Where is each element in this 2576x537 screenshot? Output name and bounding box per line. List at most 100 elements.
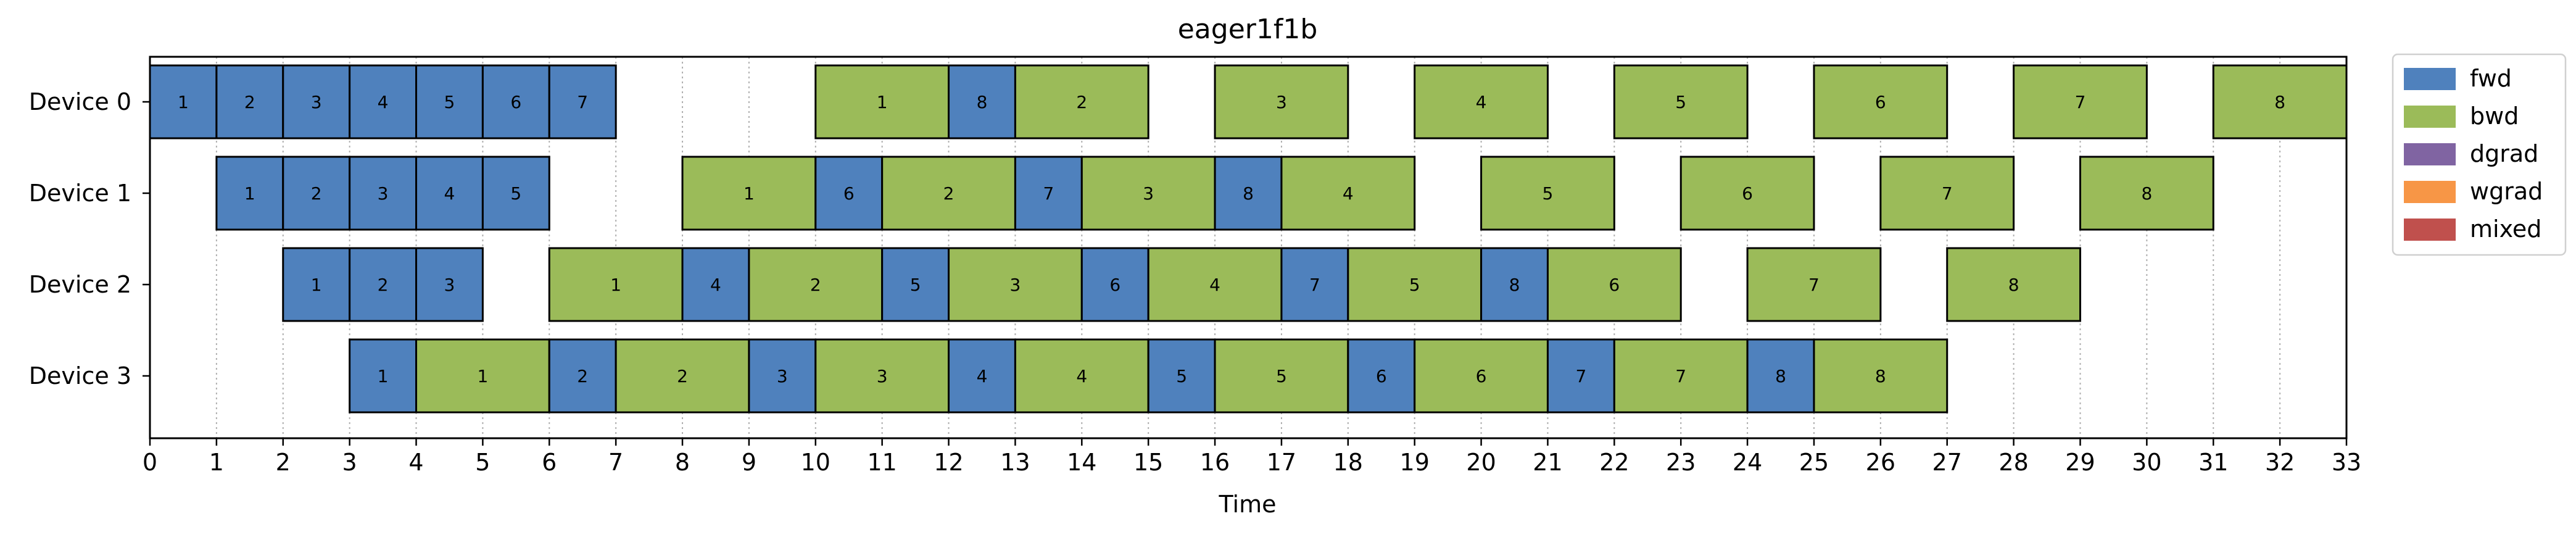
x-tick-label: 11 <box>867 449 897 476</box>
task-bar-bwd <box>548 247 684 322</box>
task-bar-bwd <box>1946 247 2081 322</box>
task-bar-fwd <box>814 156 884 231</box>
task-bar-label: 8 <box>2274 92 2285 112</box>
task-bar-label: 7 <box>1575 366 1586 386</box>
task-bar-label: 7 <box>1043 183 1054 204</box>
task-bar-bwd <box>1746 247 1882 322</box>
task-bar-label: 5 <box>1176 366 1187 386</box>
x-tick-label: 16 <box>1200 449 1230 476</box>
task-bar-label: 2 <box>577 366 588 386</box>
task-bar-bwd <box>1480 156 1615 231</box>
x-tick-label: 21 <box>1533 449 1562 476</box>
task-bar-label: 7 <box>1675 366 1686 386</box>
task-bar-label: 5 <box>510 183 521 204</box>
task-bar-label: 3 <box>1276 92 1287 112</box>
legend: fwd bwd dgrad wgrad mixed <box>2392 53 2567 256</box>
task-bar-fwd <box>1546 338 1615 414</box>
task-bar-fwd <box>748 338 817 414</box>
x-tick-label: 1 <box>209 449 224 476</box>
legend-swatch-mixed <box>2404 219 2456 241</box>
task-bar-bwd <box>2212 64 2348 139</box>
task-bar-label: 3 <box>378 183 389 204</box>
task-bar-bwd <box>748 247 884 322</box>
task-bar-bwd <box>948 247 1083 322</box>
task-bar-label: 2 <box>378 275 389 295</box>
task-bar-label: 6 <box>510 92 521 112</box>
x-tick-label: 5 <box>475 449 490 476</box>
y-tick-label: Device 2 <box>29 271 131 298</box>
task-bar-label: 4 <box>710 275 721 295</box>
x-tick-label: 10 <box>801 449 830 476</box>
task-bar-label: 6 <box>843 183 855 204</box>
task-bar-fwd <box>349 156 418 231</box>
legend-label-wgrad: wgrad <box>2470 178 2543 205</box>
task-bar-bwd <box>1613 338 1749 414</box>
task-bar-fwd <box>349 338 418 414</box>
task-bar-label: 4 <box>444 183 455 204</box>
task-bar-label: 7 <box>1942 183 1953 204</box>
task-bar-bwd <box>1014 64 1149 139</box>
x-tick-label: 24 <box>1733 449 1762 476</box>
x-tick-label: 28 <box>1998 449 2028 476</box>
task-bar-bwd <box>814 64 950 139</box>
y-tick-label: Device 0 <box>29 88 131 115</box>
task-bar-label: 1 <box>743 183 755 204</box>
task-bar-label: 1 <box>244 183 255 204</box>
task-bars: 1 2 3 4 5 6 7 1 8 2 3 4 5 6 7 8 1 2 3 4 5 1 6 2 7 3 8 4 5 6 7 8 1 2 3 1 4 2 5 3… <box>149 64 2348 414</box>
legend-label-mixed: mixed <box>2470 215 2541 243</box>
x-tick-label: 19 <box>1400 449 1430 476</box>
task-bar-fwd <box>1214 156 1283 231</box>
task-bar-label: 4 <box>1476 92 1487 112</box>
x-tick-label: 29 <box>2065 449 2095 476</box>
task-bar-label: 1 <box>311 275 322 295</box>
chart-title: eager1f1b <box>1178 14 1318 45</box>
task-bar-label: 4 <box>1209 275 1220 295</box>
x-axis: 0 1 2 3 4 5 6 7 8 9 10 11 12 13 14 15 16 17 18 19 20 21 22 23 24… <box>143 438 2361 476</box>
legend-label-dgrad: dgrad <box>2470 140 2538 167</box>
x-tick-label: 27 <box>1932 449 1962 476</box>
task-bar-bwd <box>1679 156 1815 231</box>
task-bar-label: 6 <box>1476 366 1487 386</box>
x-tick-label: 17 <box>1267 449 1296 476</box>
legend-swatch-bwd <box>2404 106 2456 128</box>
task-bar-label: 8 <box>2141 183 2152 204</box>
task-bar-label: 8 <box>1875 366 1886 386</box>
task-bar-bwd <box>1613 64 1749 139</box>
task-bar-label: 3 <box>877 366 888 386</box>
task-bar-label: 4 <box>977 366 988 386</box>
task-bar-fwd <box>149 64 218 139</box>
x-tick-label: 6 <box>542 449 557 476</box>
x-tick-label: 0 <box>143 449 157 476</box>
task-bar-label: 7 <box>1309 275 1320 295</box>
task-bar-fwd <box>1080 247 1149 322</box>
task-bar-fwd <box>415 156 484 231</box>
task-bar-label: 2 <box>943 183 955 204</box>
task-bar-label: 4 <box>1343 183 1354 204</box>
task-bar-fwd <box>215 64 284 139</box>
x-tick-label: 25 <box>1799 449 1829 476</box>
legend-box <box>2392 53 2567 256</box>
y-tick-label: Device 1 <box>29 180 131 207</box>
y-tick-label: Device 3 <box>29 362 131 389</box>
task-bar-label: 6 <box>1609 275 1620 295</box>
task-bar-label: 2 <box>1076 92 1087 112</box>
task-bar-fwd <box>349 247 418 322</box>
legend-label-bwd: bwd <box>2470 102 2519 130</box>
task-bar-label: 2 <box>311 183 322 204</box>
task-bar-label: 5 <box>1543 183 1554 204</box>
task-bar-label: 5 <box>1409 275 1420 295</box>
x-tick-label: 7 <box>608 449 623 476</box>
x-tick-label: 20 <box>1466 449 1496 476</box>
task-bar-label: 3 <box>1010 275 1021 295</box>
legend-swatch-dgrad <box>2404 143 2456 165</box>
task-bar-label: 8 <box>977 92 988 112</box>
task-bar-fwd <box>948 338 1016 414</box>
task-bar-bwd <box>2079 156 2214 231</box>
task-bar-bwd <box>1546 247 1682 322</box>
task-bar-bwd <box>814 338 950 414</box>
x-tick-label: 13 <box>1000 449 1030 476</box>
task-bar-label: 3 <box>311 92 322 112</box>
task-bar-label: 1 <box>610 275 621 295</box>
task-bar-bwd <box>1214 338 1349 414</box>
